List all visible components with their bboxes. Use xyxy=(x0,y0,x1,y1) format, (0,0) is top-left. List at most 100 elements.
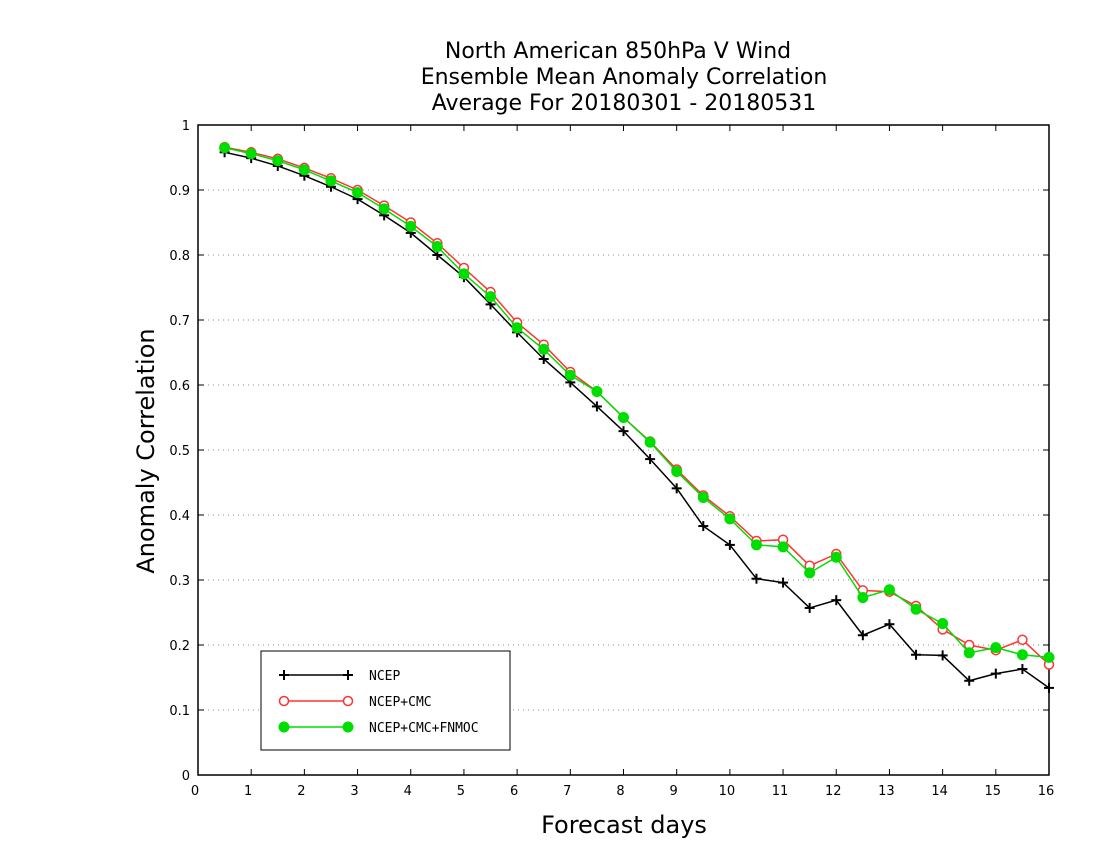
data-point-filled-circle xyxy=(804,567,816,579)
x-tick-label: 16 xyxy=(1038,784,1055,799)
data-point-filled-circle xyxy=(830,551,842,563)
data-point-filled-circle xyxy=(777,541,789,553)
series-line xyxy=(224,151,1050,689)
data-point-filled-circle xyxy=(219,142,231,154)
data-point-plus xyxy=(724,539,735,550)
data-point-plus xyxy=(698,521,709,532)
x-tick-label: 6 xyxy=(510,784,518,799)
data-point-plus xyxy=(645,454,656,465)
y-axis-label: Anomaly Correlation xyxy=(132,328,160,573)
data-point-filled-circle xyxy=(750,539,762,551)
data-point-plus xyxy=(618,426,629,437)
data-point-plus xyxy=(964,675,975,686)
x-tick-label: 3 xyxy=(350,784,358,799)
data-point-filled-circle xyxy=(278,721,290,733)
data-point-plus xyxy=(538,354,549,364)
data-point-filled-circle xyxy=(511,322,523,334)
series-line xyxy=(224,146,1050,666)
legend-label: NCEP xyxy=(369,669,400,684)
data-point-filled-circle xyxy=(485,291,497,303)
data-point-filled-circle xyxy=(618,412,629,423)
data-point-filled-circle xyxy=(990,642,1002,654)
data-point-open-circle xyxy=(342,695,354,707)
x-tick-label: 5 xyxy=(457,784,465,799)
data-point-plus xyxy=(884,619,895,630)
data-point-filled-circle xyxy=(272,155,284,167)
data-point-plus xyxy=(591,401,602,412)
data-point-filled-circle xyxy=(910,603,922,615)
series-layer xyxy=(219,141,1055,693)
data-point-filled-circle xyxy=(671,465,683,477)
legend-label: NCEP+CMC xyxy=(369,695,432,710)
data-point-filled-circle xyxy=(245,148,257,160)
x-tick-label: 12 xyxy=(825,784,842,799)
title-line-1: North American 850hPa V Wind xyxy=(445,39,791,64)
x-tick-label: 10 xyxy=(719,784,736,799)
title-line-3: Average For 20180301 - 20180531 xyxy=(432,91,817,116)
y-tick-label: 0.3 xyxy=(169,574,190,589)
x-tick-label: 1 xyxy=(244,784,252,799)
grid xyxy=(198,189,1049,711)
y-tick-label: 0.4 xyxy=(169,509,190,524)
data-point-plus xyxy=(1017,664,1028,675)
data-point-filled-circle xyxy=(883,584,895,596)
data-point-plus xyxy=(279,670,289,680)
data-point-plus xyxy=(1044,682,1054,693)
x-tick-label: 14 xyxy=(931,784,948,799)
data-point-plus xyxy=(911,649,922,660)
series-ncep-cmc xyxy=(219,141,1055,670)
x-tick-label: 0 xyxy=(191,784,199,799)
data-point-plus xyxy=(937,650,948,661)
data-point-filled-circle xyxy=(644,436,656,448)
y-tick-label: 1 xyxy=(182,119,190,134)
data-point-filled-circle xyxy=(1016,649,1028,661)
data-point-filled-circle xyxy=(697,491,709,503)
data-point-plus xyxy=(778,577,789,588)
y-tick-label: 0.5 xyxy=(169,444,190,459)
y-tick-label: 0.8 xyxy=(169,249,190,264)
data-point-filled-circle xyxy=(352,187,364,199)
x-axis-label: Forecast days xyxy=(541,811,707,839)
data-point-filled-circle xyxy=(724,513,736,525)
data-point-open-circle xyxy=(1017,634,1028,646)
data-point-plus xyxy=(343,670,353,680)
title-line-2: Ensemble Mean Anomaly Correlation xyxy=(421,65,828,90)
chart-title: North American 850hPa V Wind Ensemble Me… xyxy=(421,39,828,116)
y-tick-label: 0.7 xyxy=(169,314,190,329)
y-tick-label: 0.2 xyxy=(169,639,190,654)
y-tick-label: 0.1 xyxy=(169,704,190,719)
data-point-filled-circle xyxy=(405,220,417,232)
data-point-filled-circle xyxy=(538,343,550,355)
data-point-plus xyxy=(831,595,842,606)
x-tick-label: 7 xyxy=(563,784,571,799)
data-point-filled-circle xyxy=(431,241,443,253)
y-tick-label: 0.6 xyxy=(169,379,190,394)
data-point-plus xyxy=(671,483,682,494)
legend-label: NCEP+CMC+FNMOC xyxy=(369,721,479,736)
x-tick-label: 9 xyxy=(670,784,678,799)
data-point-filled-circle xyxy=(378,203,390,215)
data-point-plus xyxy=(857,630,868,641)
series-ncep-cmc-fnmoc xyxy=(219,142,1055,663)
data-point-plus xyxy=(990,668,1001,679)
x-tick-label: 15 xyxy=(985,784,1002,799)
data-point-filled-circle xyxy=(1043,651,1055,663)
y-tick-label: 0 xyxy=(182,769,190,784)
series-ncep xyxy=(219,147,1054,693)
data-point-filled-circle xyxy=(342,721,354,733)
data-point-filled-circle xyxy=(298,164,310,176)
axes: 00.10.20.30.40.50.60.70.80.910 1 2 3 4 5 6 7 8 9 1… xyxy=(169,119,1054,799)
data-point-plus xyxy=(804,602,815,613)
data-point-filled-circle xyxy=(325,175,337,187)
x-tick-label: 4 xyxy=(404,784,412,799)
data-point-filled-circle xyxy=(458,268,470,280)
data-point-plus xyxy=(751,573,762,584)
x-tick-label: 2 xyxy=(297,784,305,799)
x-tick-label: 11 xyxy=(772,784,789,799)
series-line xyxy=(224,147,1050,659)
data-point-filled-circle xyxy=(937,618,949,630)
x-tick-label: 8 xyxy=(616,784,624,799)
y-tick-label: 0.9 xyxy=(169,184,190,199)
data-point-filled-circle xyxy=(591,386,603,397)
